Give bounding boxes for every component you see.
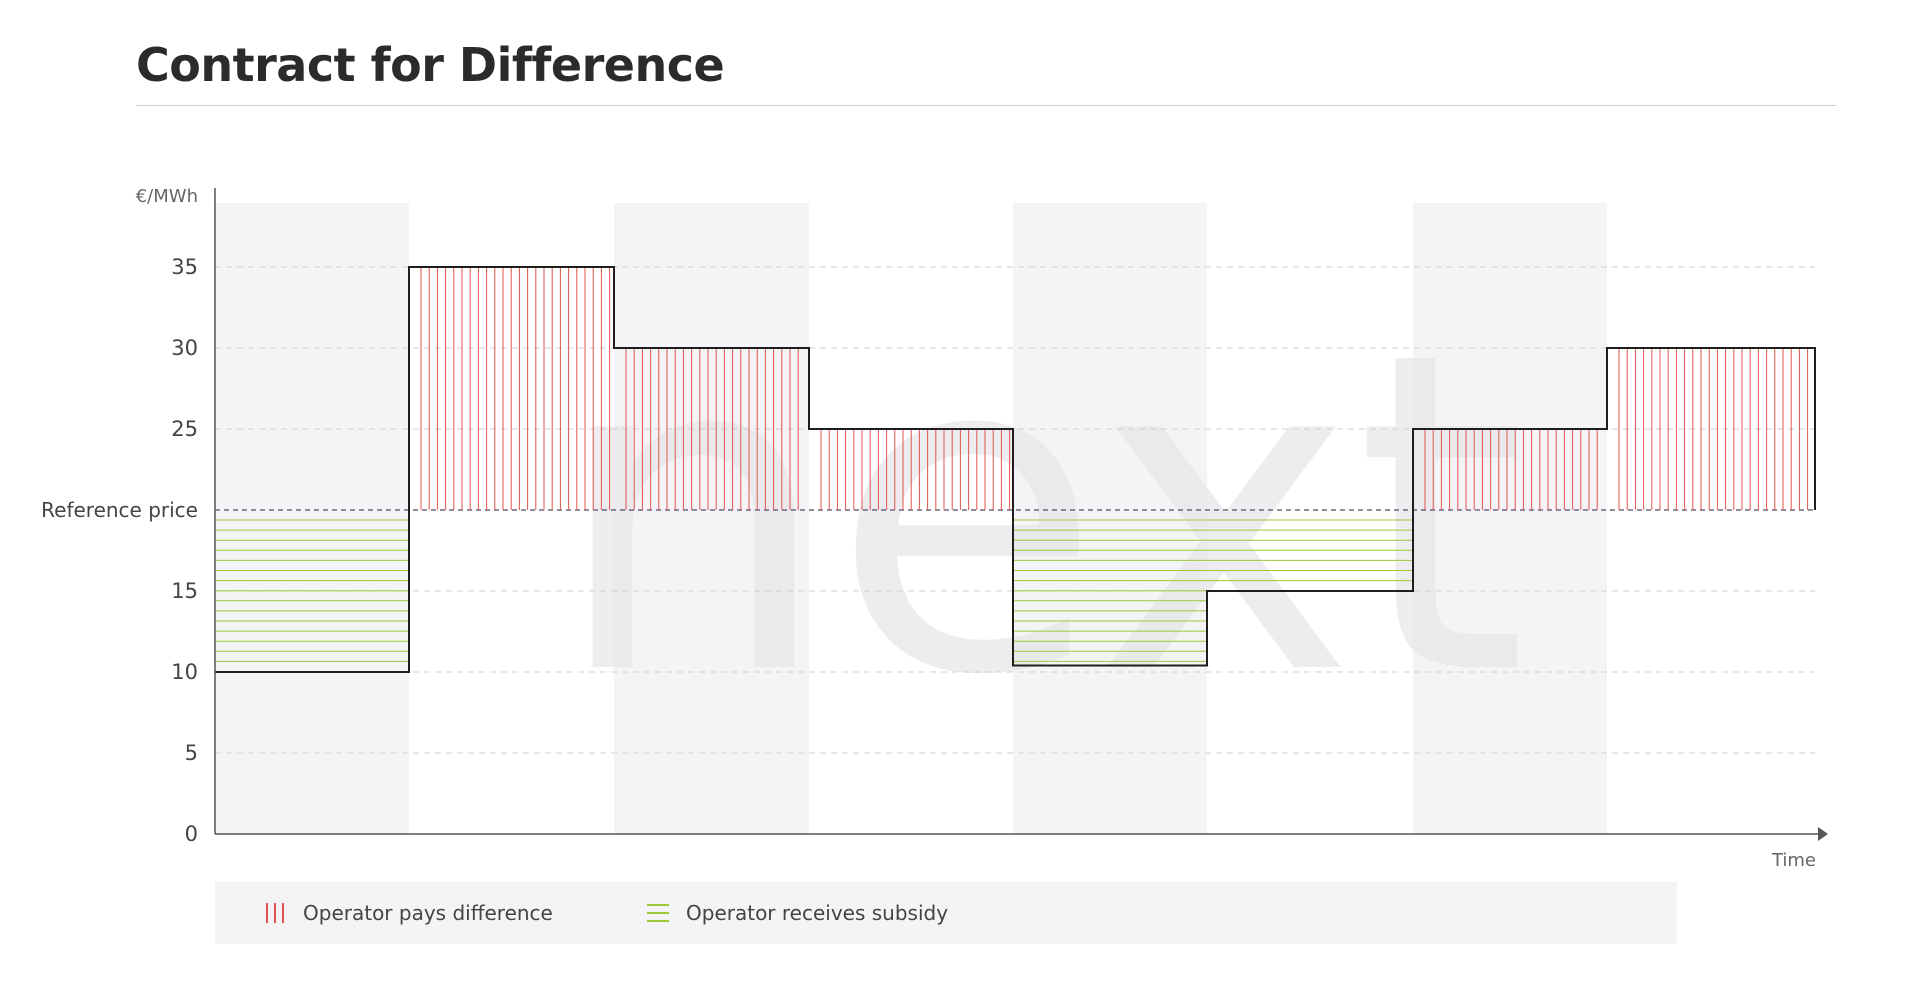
pays-difference-area xyxy=(1424,429,1598,510)
legend-item-pays-difference: Operator pays difference xyxy=(264,882,553,944)
receives-subsidy-area xyxy=(1013,519,1207,662)
y-tick-label: 10 xyxy=(171,660,198,684)
y-axis-label: €/MWh xyxy=(136,186,198,207)
y-tick-label: 5 xyxy=(185,741,198,765)
y-tick-label: 15 xyxy=(171,579,198,603)
receives-subsidy-area xyxy=(1207,519,1413,582)
y-tick-label: 25 xyxy=(171,417,198,441)
pays-difference-area xyxy=(1618,348,1809,510)
cfd-chart: next 0 5 10 15 Reference price 25 30 35 €/MWh T… xyxy=(41,186,1828,871)
y-tick-labels: 0 5 10 15 Reference price 25 30 35 xyxy=(41,255,198,846)
background-bands xyxy=(215,203,1607,834)
receives-subsidy-area xyxy=(215,519,409,662)
legend: Operator pays difference Operator receiv… xyxy=(215,882,1677,944)
background-band xyxy=(1013,203,1207,834)
x-axis-label: Time xyxy=(1771,850,1816,871)
pays-difference-area xyxy=(625,348,799,510)
background-band xyxy=(215,203,409,834)
reference-price-label: Reference price xyxy=(41,498,198,522)
legend-label-pays: Operator pays difference xyxy=(303,901,553,925)
y-tick-label: 30 xyxy=(171,336,198,360)
pays-difference-area xyxy=(820,429,1011,510)
hatch-areas xyxy=(215,267,1809,662)
title-divider xyxy=(136,105,1836,106)
legend-item-receives-subsidy: Operator receives subsidy xyxy=(647,882,948,944)
background-band xyxy=(614,203,809,834)
page-title: Contract for Difference xyxy=(136,38,725,92)
watermark-logo: next xyxy=(553,259,1528,771)
horizontal-lines-icon xyxy=(647,904,669,922)
axes xyxy=(214,188,1828,841)
price-step-line xyxy=(215,266,1816,673)
x-axis-arrow-icon xyxy=(1818,827,1828,841)
y-tick-label: 35 xyxy=(171,255,198,279)
vertical-lines-icon xyxy=(266,903,284,923)
y-tick-label: 0 xyxy=(185,822,198,846)
legend-label-receives: Operator receives subsidy xyxy=(686,901,949,925)
pays-difference-area xyxy=(420,267,611,510)
background-band xyxy=(1413,203,1607,834)
